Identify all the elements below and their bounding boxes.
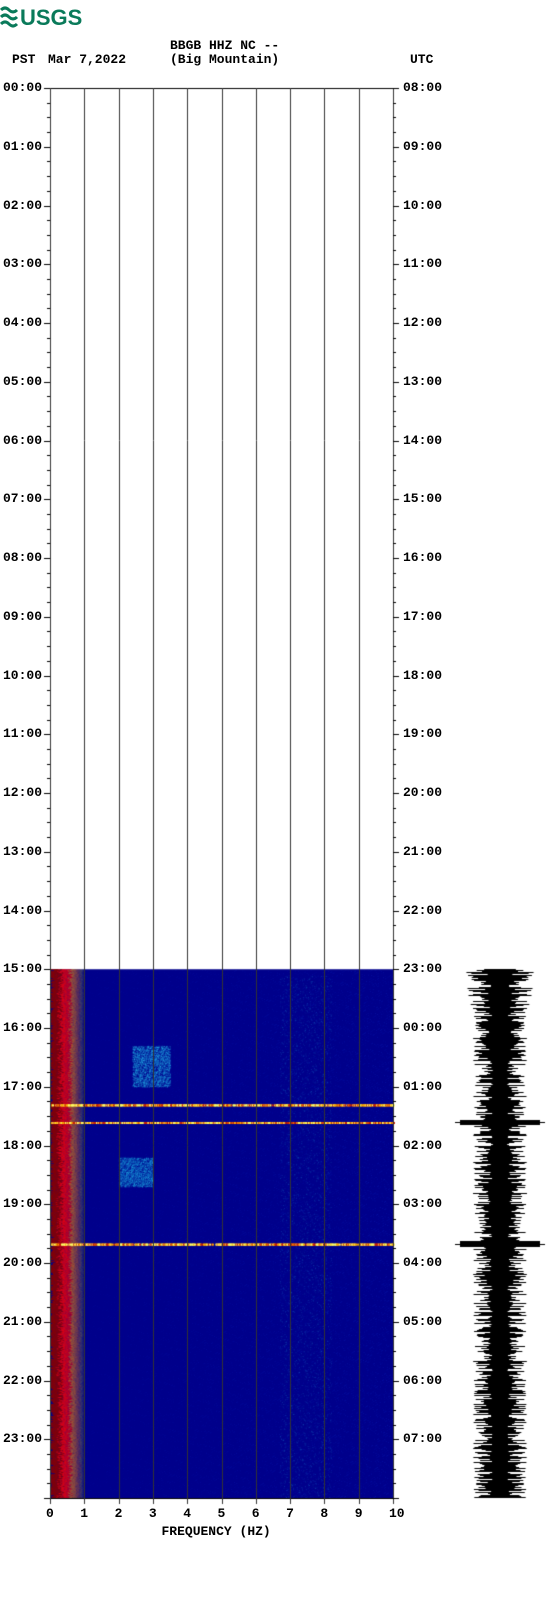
- xtick: 10: [389, 1506, 405, 1521]
- ytick-right: 23:00: [403, 961, 442, 976]
- ytick-left: 12:00: [3, 785, 42, 800]
- ytick-right: 04:00: [403, 1255, 442, 1270]
- ytick-left: 08:00: [3, 550, 42, 565]
- ytick-left: 11:00: [3, 726, 42, 741]
- ytick-left: 10:00: [3, 668, 42, 683]
- ytick-right: 21:00: [403, 844, 442, 859]
- xtick: 5: [218, 1506, 226, 1521]
- ytick-left: 14:00: [3, 903, 42, 918]
- xtick: 2: [115, 1506, 123, 1521]
- ytick-left: 16:00: [3, 1020, 42, 1035]
- xtick: 1: [80, 1506, 88, 1521]
- ytick-right: 10:00: [403, 198, 442, 213]
- ytick-right: 02:00: [403, 1138, 442, 1153]
- xtick: 9: [355, 1506, 363, 1521]
- ytick-left: 03:00: [3, 256, 42, 271]
- ytick-left: 15:00: [3, 961, 42, 976]
- ytick-right: 19:00: [403, 726, 442, 741]
- ytick-left: 19:00: [3, 1196, 42, 1211]
- ytick-right: 08:00: [403, 80, 442, 95]
- xtick: 8: [320, 1506, 328, 1521]
- ytick-left: 09:00: [3, 609, 42, 624]
- ytick-left: 02:00: [3, 198, 42, 213]
- ytick-right: 03:00: [403, 1196, 442, 1211]
- ytick-left: 21:00: [3, 1314, 42, 1329]
- ytick-right: 07:00: [403, 1431, 442, 1446]
- ytick-left: 22:00: [3, 1373, 42, 1388]
- ytick-right: 14:00: [403, 433, 442, 448]
- xtick: 3: [149, 1506, 157, 1521]
- ytick-right: 11:00: [403, 256, 442, 271]
- ytick-right: 13:00: [403, 374, 442, 389]
- ytick-right: 09:00: [403, 139, 442, 154]
- ytick-left: 04:00: [3, 315, 42, 330]
- ytick-right: 18:00: [403, 668, 442, 683]
- ytick-left: 05:00: [3, 374, 42, 389]
- xtick: 6: [252, 1506, 260, 1521]
- ytick-right: 06:00: [403, 1373, 442, 1388]
- xtick: 0: [46, 1506, 54, 1521]
- ytick-right: 22:00: [403, 903, 442, 918]
- ytick-left: 00:00: [3, 80, 42, 95]
- ytick-left: 13:00: [3, 844, 42, 859]
- ytick-left: 23:00: [3, 1431, 42, 1446]
- ytick-right: 12:00: [403, 315, 442, 330]
- xtick: 7: [286, 1506, 294, 1521]
- ytick-right: 17:00: [403, 609, 442, 624]
- ytick-right: 05:00: [403, 1314, 442, 1329]
- ytick-left: 18:00: [3, 1138, 42, 1153]
- ytick-right: 01:00: [403, 1079, 442, 1094]
- ytick-left: 07:00: [3, 491, 42, 506]
- ytick-right: 20:00: [403, 785, 442, 800]
- ytick-left: 17:00: [3, 1079, 42, 1094]
- xtick: 4: [183, 1506, 191, 1521]
- x-axis-label: FREQUENCY (HZ): [162, 1524, 271, 1539]
- ytick-right: 16:00: [403, 550, 442, 565]
- ytick-left: 20:00: [3, 1255, 42, 1270]
- spectrogram-canvas: [0, 0, 552, 1613]
- ytick-left: 06:00: [3, 433, 42, 448]
- ytick-right: 00:00: [403, 1020, 442, 1035]
- ytick-right: 15:00: [403, 491, 442, 506]
- ytick-left: 01:00: [3, 139, 42, 154]
